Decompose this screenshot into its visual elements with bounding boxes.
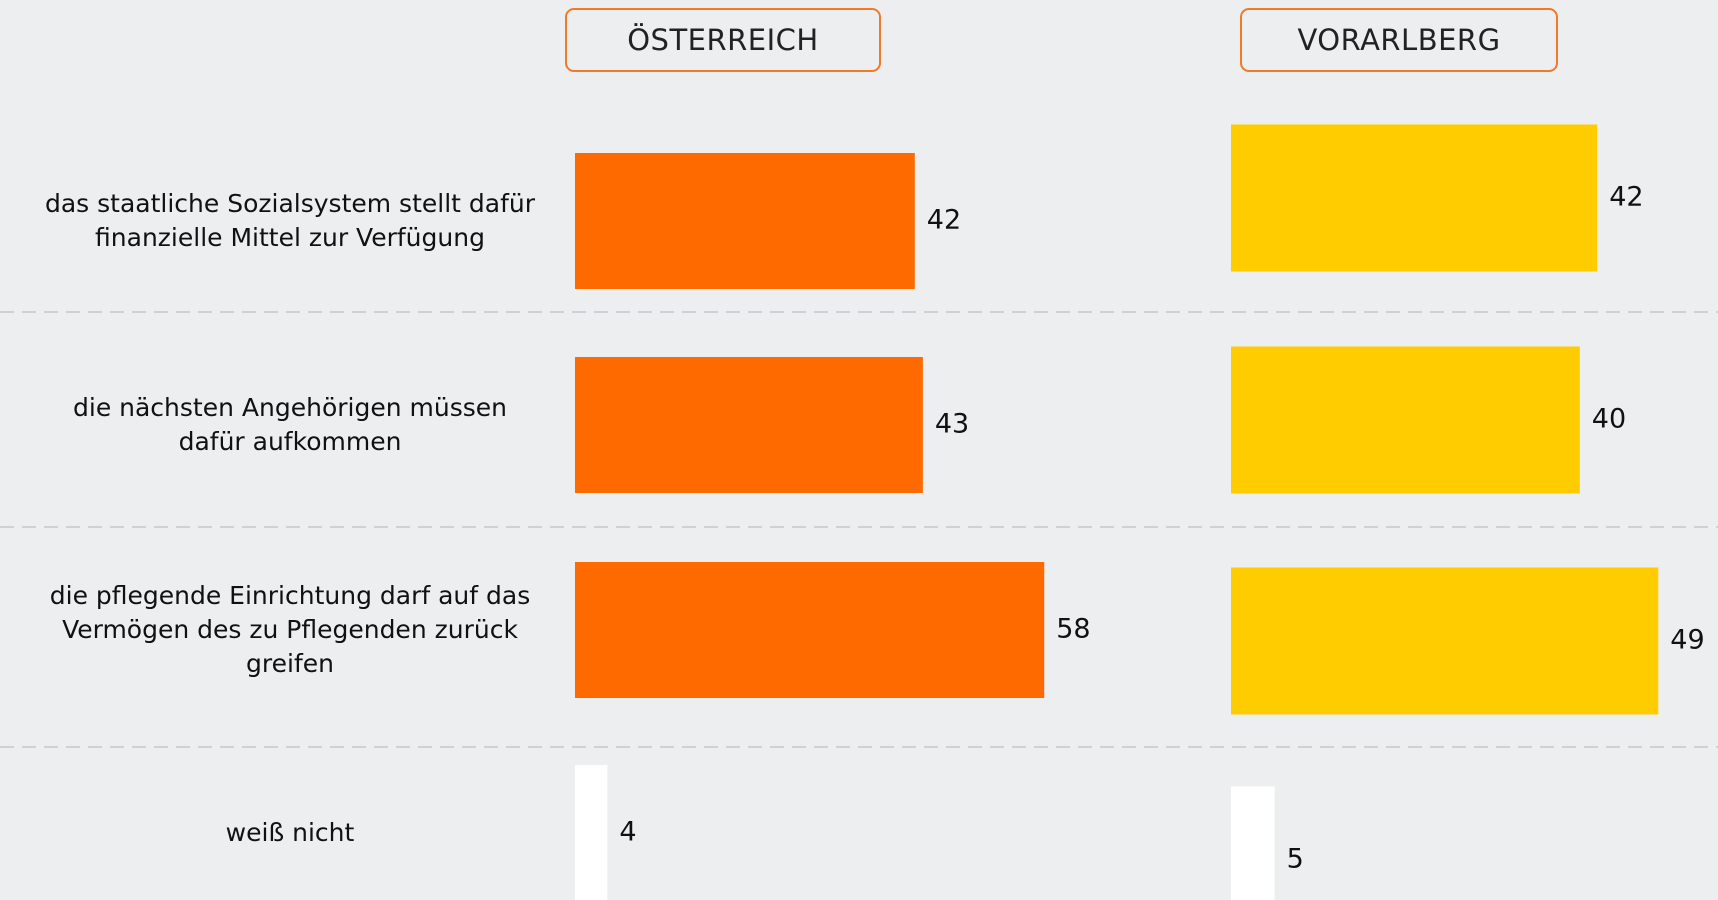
value-label: 42 [1609, 182, 1643, 213]
bar [1231, 346, 1580, 494]
category-label: das staatliche Sozialsystem stellt dafür… [44, 189, 536, 252]
value-label: 5 [1287, 844, 1304, 875]
panel-header: VORARLBERG [1240, 8, 1558, 72]
bar [1231, 124, 1598, 272]
category-label: die nächsten Angehörigen müssen dafür au… [73, 393, 507, 456]
bar [575, 357, 923, 493]
category-label: weiß nicht [225, 818, 355, 847]
bar [1231, 567, 1659, 715]
value-label: 42 [927, 205, 961, 236]
bar [575, 765, 608, 900]
value-label: 43 [935, 409, 969, 440]
panel-header: ÖSTERREICH [565, 8, 881, 72]
value-label: 49 [1670, 625, 1704, 656]
value-label: 58 [1056, 614, 1090, 645]
value-label: 40 [1592, 404, 1626, 435]
value-label: 4 [619, 817, 636, 848]
bar [575, 562, 1045, 698]
category-label: die pflegende Einrichtung darf auf das V… [49, 581, 531, 678]
bar [1231, 786, 1275, 900]
bar [575, 153, 915, 289]
